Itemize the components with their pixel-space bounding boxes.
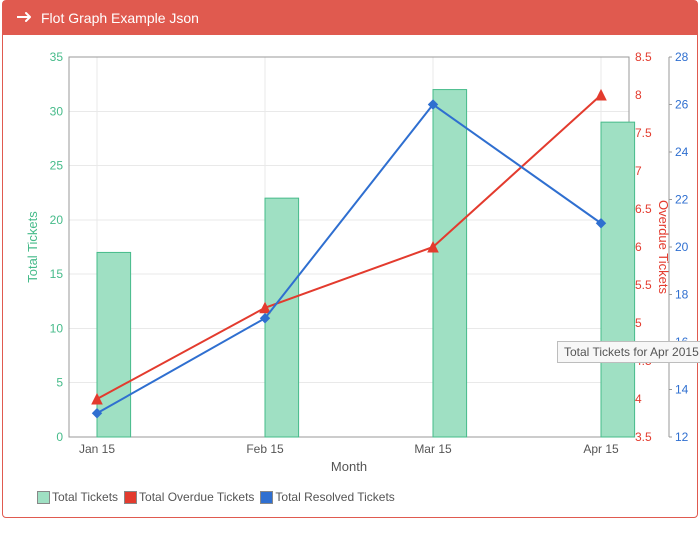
svg-text:Month: Month bbox=[331, 459, 367, 474]
chart-tooltip: Total Tickets for Apr 2015 are 29 bbox=[557, 341, 700, 363]
panel-header: Flot Graph Example Json bbox=[3, 1, 697, 35]
svg-text:28: 28 bbox=[675, 51, 689, 64]
panel-title: Flot Graph Example Json bbox=[41, 10, 199, 26]
svg-text:5.5: 5.5 bbox=[635, 278, 652, 292]
legend-swatch bbox=[124, 491, 137, 504]
svg-text:8.5: 8.5 bbox=[635, 51, 652, 64]
legend-swatch bbox=[260, 491, 273, 504]
chart-panel: Flot Graph Example Json Jan 15 Feb 15 Mar … bbox=[2, 0, 698, 518]
legend-label: Total Overdue Tickets bbox=[139, 490, 254, 504]
svg-text:14: 14 bbox=[675, 383, 689, 397]
svg-text:6.5: 6.5 bbox=[635, 202, 652, 216]
svg-text:0: 0 bbox=[56, 430, 63, 444]
chart-legend: Total Tickets Total Overdue Tickets Total … bbox=[9, 484, 691, 509]
svg-text:6: 6 bbox=[635, 240, 642, 254]
legend-label: Total Tickets bbox=[52, 490, 118, 504]
legend-item[interactable]: Total Tickets bbox=[37, 490, 118, 504]
svg-text:Feb 15: Feb 15 bbox=[246, 442, 284, 456]
svg-text:7.5: 7.5 bbox=[635, 126, 652, 140]
svg-text:20: 20 bbox=[675, 240, 689, 254]
svg-text:4: 4 bbox=[635, 392, 642, 406]
svg-text:Total Tickets: Total Tickets bbox=[25, 211, 40, 283]
svg-text:7: 7 bbox=[635, 164, 642, 178]
svg-text:26: 26 bbox=[675, 98, 689, 112]
svg-text:15: 15 bbox=[50, 267, 64, 281]
svg-text:20: 20 bbox=[50, 213, 64, 227]
svg-text:10: 10 bbox=[50, 321, 64, 335]
svg-text:22: 22 bbox=[675, 193, 689, 207]
legend-swatch bbox=[37, 491, 50, 504]
legend-item[interactable]: Total Resolved Tickets bbox=[260, 490, 394, 504]
svg-text:Mar 15: Mar 15 bbox=[414, 442, 452, 456]
svg-text:5: 5 bbox=[635, 316, 642, 330]
legend-item[interactable]: Total Overdue Tickets bbox=[124, 490, 254, 504]
svg-text:Jan 15: Jan 15 bbox=[79, 442, 115, 456]
svg-text:12: 12 bbox=[675, 430, 689, 444]
svg-text:30: 30 bbox=[50, 104, 64, 118]
arrow-right-icon bbox=[17, 10, 33, 26]
panel-body: Jan 15 Feb 15 Mar 15 Apr 15 Month 0 5 10 15 20 25 3… bbox=[3, 35, 697, 517]
svg-text:18: 18 bbox=[675, 288, 689, 302]
chart-container: Jan 15 Feb 15 Mar 15 Apr 15 Month 0 5 10 15 20 25 3… bbox=[9, 51, 691, 484]
svg-text:3.5: 3.5 bbox=[635, 430, 652, 444]
combo-chart[interactable]: Jan 15 Feb 15 Mar 15 Apr 15 Month 0 5 10 15 20 25 3… bbox=[9, 51, 691, 481]
svg-text:5: 5 bbox=[56, 376, 63, 390]
svg-text:Apr 15: Apr 15 bbox=[583, 442, 619, 456]
svg-text:25: 25 bbox=[50, 159, 64, 173]
tooltip-text: Total Tickets for Apr 2015 are 29 bbox=[564, 345, 700, 359]
legend-label: Total Resolved Tickets bbox=[275, 490, 394, 504]
svg-text:35: 35 bbox=[50, 51, 64, 64]
svg-text:24: 24 bbox=[675, 145, 689, 159]
svg-text:8: 8 bbox=[635, 88, 642, 102]
